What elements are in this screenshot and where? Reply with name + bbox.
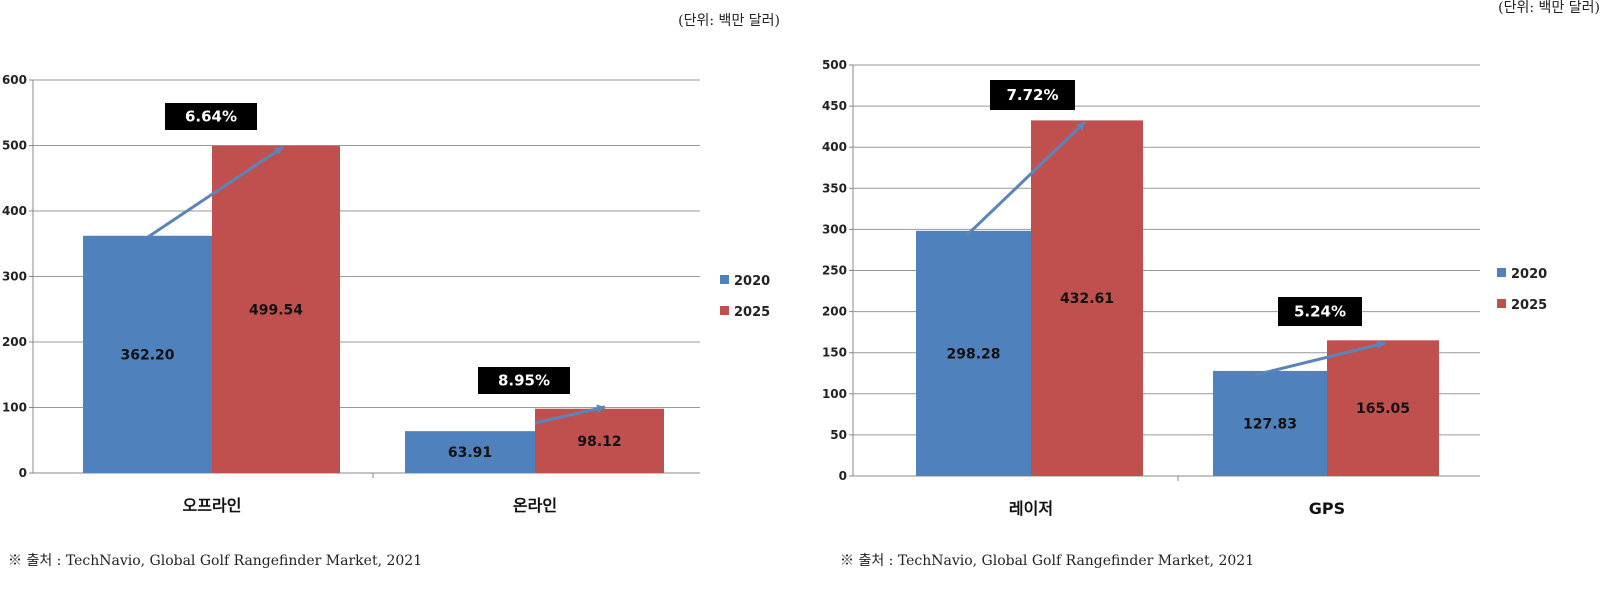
legend-label: 2025 bbox=[1511, 298, 1547, 313]
y-tick-label: 200 bbox=[2, 335, 27, 349]
y-tick-label: 600 bbox=[2, 73, 27, 87]
bar-2025-0 bbox=[1031, 120, 1143, 476]
y-tick-label: 0 bbox=[19, 466, 27, 480]
y-tick-label: 300 bbox=[2, 270, 27, 284]
growth-label: 7.72% bbox=[1006, 86, 1058, 104]
arrow-head-icon bbox=[1076, 122, 1085, 131]
y-tick-label: 400 bbox=[822, 140, 847, 154]
data-label: 362.20 bbox=[120, 347, 174, 363]
y-tick-label: 50 bbox=[830, 428, 847, 442]
data-label: 165.05 bbox=[1356, 401, 1410, 417]
legend-label: 2025 bbox=[734, 305, 770, 320]
legend-swatch bbox=[1497, 299, 1506, 308]
source-note: ※ 출처 : TechNavio, Global Golf Rangefinde… bbox=[840, 553, 1254, 569]
y-tick-label: 400 bbox=[2, 204, 27, 218]
y-tick-label: 450 bbox=[822, 99, 847, 113]
data-label: 499.54 bbox=[249, 302, 303, 318]
arrow-head-icon bbox=[596, 404, 605, 413]
category-label: 온라인 bbox=[513, 496, 557, 515]
bar-2020-0 bbox=[916, 230, 1031, 476]
growth-label: 8.95% bbox=[498, 372, 550, 390]
legend-label: 2020 bbox=[734, 274, 770, 289]
legend-swatch bbox=[720, 306, 729, 315]
bar-2020-1 bbox=[405, 431, 535, 473]
growth-arrow bbox=[963, 120, 1087, 239]
growth-badge bbox=[165, 103, 257, 130]
legend-label: 2020 bbox=[1511, 267, 1547, 282]
unit-note: (단위: 백만 달러) bbox=[1498, 0, 1600, 16]
y-tick-label: 100 bbox=[822, 387, 847, 401]
bar-2020-1 bbox=[1213, 370, 1327, 476]
growth-arrow bbox=[147, 145, 284, 239]
legend-swatch bbox=[1497, 268, 1506, 277]
y-tick-label: 500 bbox=[2, 139, 27, 153]
y-tick-label: 150 bbox=[822, 346, 847, 360]
y-tick-label: 250 bbox=[822, 264, 847, 278]
category-label: 오프라인 bbox=[183, 496, 242, 515]
growth-badge bbox=[990, 80, 1075, 110]
arrow-head-icon bbox=[274, 147, 283, 155]
legend-swatch bbox=[720, 275, 729, 284]
arrow-head-icon bbox=[1376, 340, 1385, 350]
unit-note: (단위: 백만 달러) bbox=[678, 13, 780, 29]
source-note: ※ 출처 : TechNavio, Global Golf Rangefinde… bbox=[8, 553, 422, 569]
data-label: 63.91 bbox=[448, 445, 492, 461]
y-tick-label: 350 bbox=[822, 181, 847, 195]
category-label: 레이저 bbox=[1009, 499, 1053, 518]
growth-arrow bbox=[534, 405, 606, 425]
bar-2020-0 bbox=[83, 235, 212, 473]
data-label: 432.61 bbox=[1060, 291, 1114, 307]
growth-label: 5.24% bbox=[1294, 303, 1346, 321]
category-label: GPS bbox=[1309, 499, 1345, 518]
y-tick-label: 100 bbox=[2, 401, 27, 415]
data-label: 298.28 bbox=[946, 346, 1000, 362]
growth-badge bbox=[478, 367, 570, 394]
y-tick-label: 500 bbox=[822, 58, 847, 72]
growth-label: 6.64% bbox=[185, 108, 237, 126]
bar-2025-0 bbox=[212, 145, 340, 473]
growth-arrow bbox=[1254, 341, 1386, 377]
y-tick-label: 200 bbox=[822, 305, 847, 319]
bar-2025-1 bbox=[1327, 340, 1439, 476]
data-label: 98.12 bbox=[577, 434, 621, 450]
y-tick-label: 0 bbox=[839, 469, 847, 483]
growth-badge bbox=[1278, 297, 1362, 326]
y-tick-label: 300 bbox=[822, 222, 847, 236]
data-label: 127.83 bbox=[1243, 416, 1297, 432]
